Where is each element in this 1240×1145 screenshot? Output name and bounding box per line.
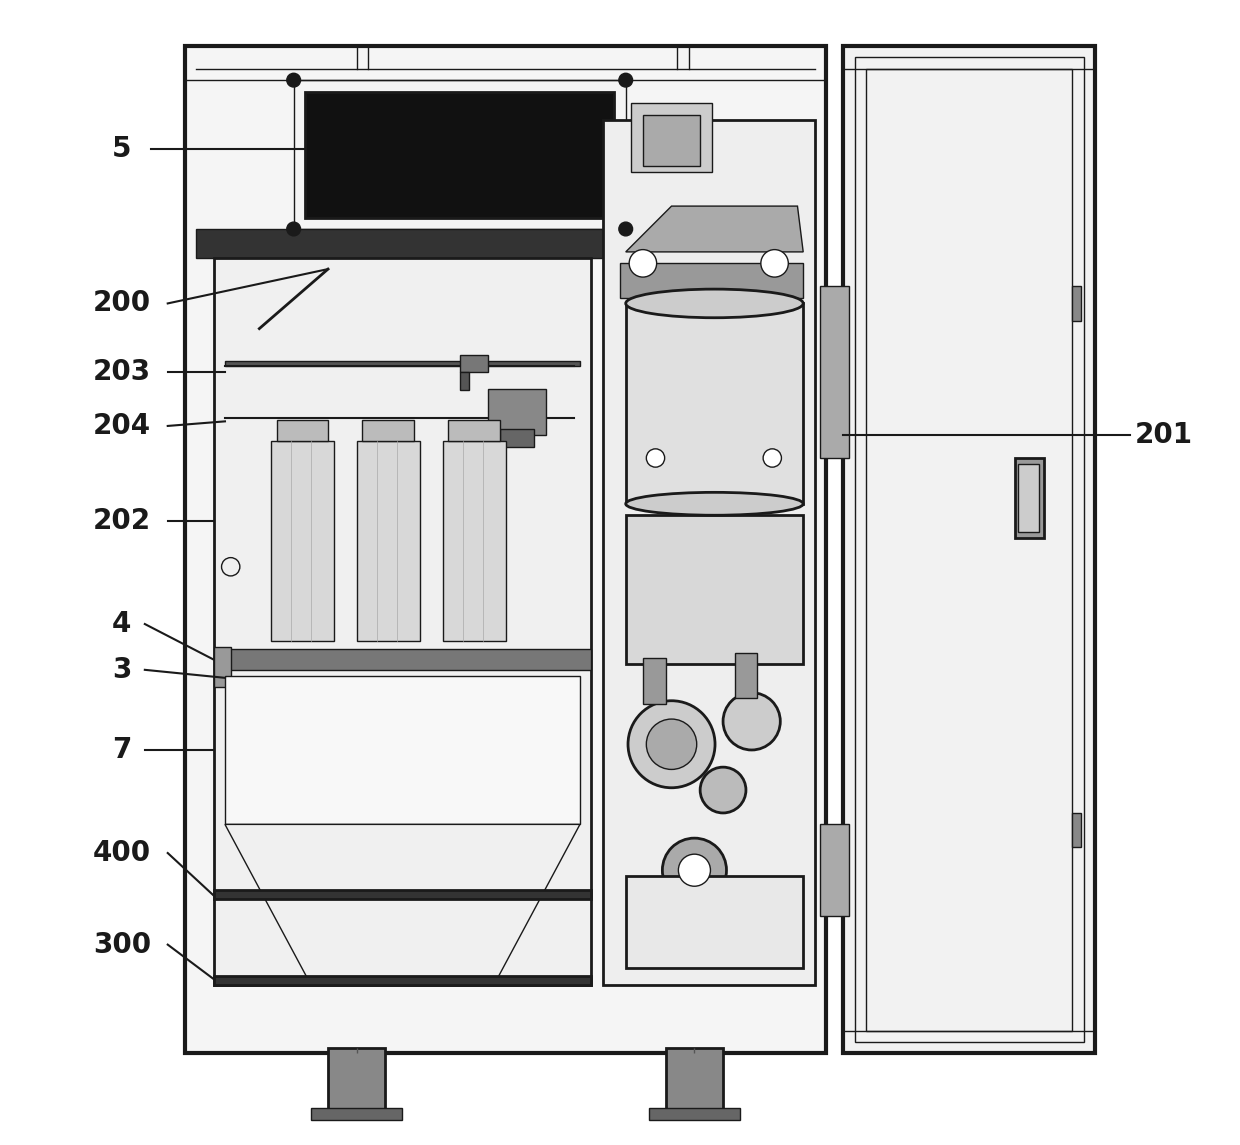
Circle shape xyxy=(701,767,746,813)
Circle shape xyxy=(678,854,711,886)
Bar xyxy=(448,420,500,441)
Bar xyxy=(460,372,469,390)
Text: 7: 7 xyxy=(113,736,131,764)
Bar xyxy=(626,876,804,968)
Circle shape xyxy=(761,250,789,277)
Bar xyxy=(489,389,546,435)
Bar xyxy=(277,420,329,441)
Ellipse shape xyxy=(626,492,804,515)
Bar xyxy=(642,114,701,166)
Circle shape xyxy=(627,701,715,788)
Text: 203: 203 xyxy=(93,358,151,386)
Bar xyxy=(305,92,614,218)
Bar xyxy=(196,229,815,258)
Circle shape xyxy=(619,73,632,87)
Bar xyxy=(867,69,1073,1030)
Bar xyxy=(603,120,815,985)
Circle shape xyxy=(629,250,657,277)
Bar xyxy=(443,441,506,641)
Text: 200: 200 xyxy=(93,290,151,317)
Bar xyxy=(843,46,1095,1053)
Bar xyxy=(642,658,666,704)
Polygon shape xyxy=(224,824,580,985)
Bar xyxy=(500,429,534,447)
Bar xyxy=(294,80,626,229)
Bar xyxy=(224,676,580,824)
Bar xyxy=(213,647,231,687)
Bar xyxy=(213,976,591,985)
Circle shape xyxy=(646,719,697,769)
Bar xyxy=(734,653,758,698)
Text: 4: 4 xyxy=(113,610,131,638)
Bar xyxy=(1073,286,1081,321)
Bar xyxy=(185,46,826,1053)
Bar xyxy=(357,441,419,641)
Bar xyxy=(270,441,334,641)
Text: 3: 3 xyxy=(113,656,131,684)
Circle shape xyxy=(286,222,300,236)
Text: 204: 204 xyxy=(93,412,151,440)
Text: 300: 300 xyxy=(93,931,151,958)
Bar xyxy=(1018,464,1039,532)
Bar xyxy=(626,515,804,664)
Bar xyxy=(224,361,580,366)
Bar xyxy=(1016,458,1044,538)
Circle shape xyxy=(646,449,665,467)
Bar xyxy=(631,103,712,172)
Bar xyxy=(213,890,591,899)
Text: 201: 201 xyxy=(1135,421,1193,449)
Polygon shape xyxy=(620,263,804,298)
Circle shape xyxy=(763,449,781,467)
Bar xyxy=(460,355,489,372)
Bar xyxy=(1073,813,1081,847)
Circle shape xyxy=(619,222,632,236)
Bar xyxy=(362,420,414,441)
Bar xyxy=(854,57,1084,1042)
Bar xyxy=(213,258,591,985)
Bar xyxy=(626,303,804,504)
Ellipse shape xyxy=(626,290,804,318)
Bar xyxy=(666,1048,723,1116)
Bar xyxy=(649,1108,740,1120)
Text: 400: 400 xyxy=(93,839,151,867)
Bar xyxy=(821,286,849,458)
Circle shape xyxy=(723,693,780,750)
Circle shape xyxy=(286,73,300,87)
Text: 202: 202 xyxy=(93,507,151,535)
Polygon shape xyxy=(626,206,804,252)
Text: 5: 5 xyxy=(112,135,131,163)
Bar xyxy=(311,1108,403,1120)
Bar xyxy=(329,1048,386,1116)
Circle shape xyxy=(662,838,727,902)
Bar xyxy=(213,649,591,670)
Bar xyxy=(821,824,849,916)
